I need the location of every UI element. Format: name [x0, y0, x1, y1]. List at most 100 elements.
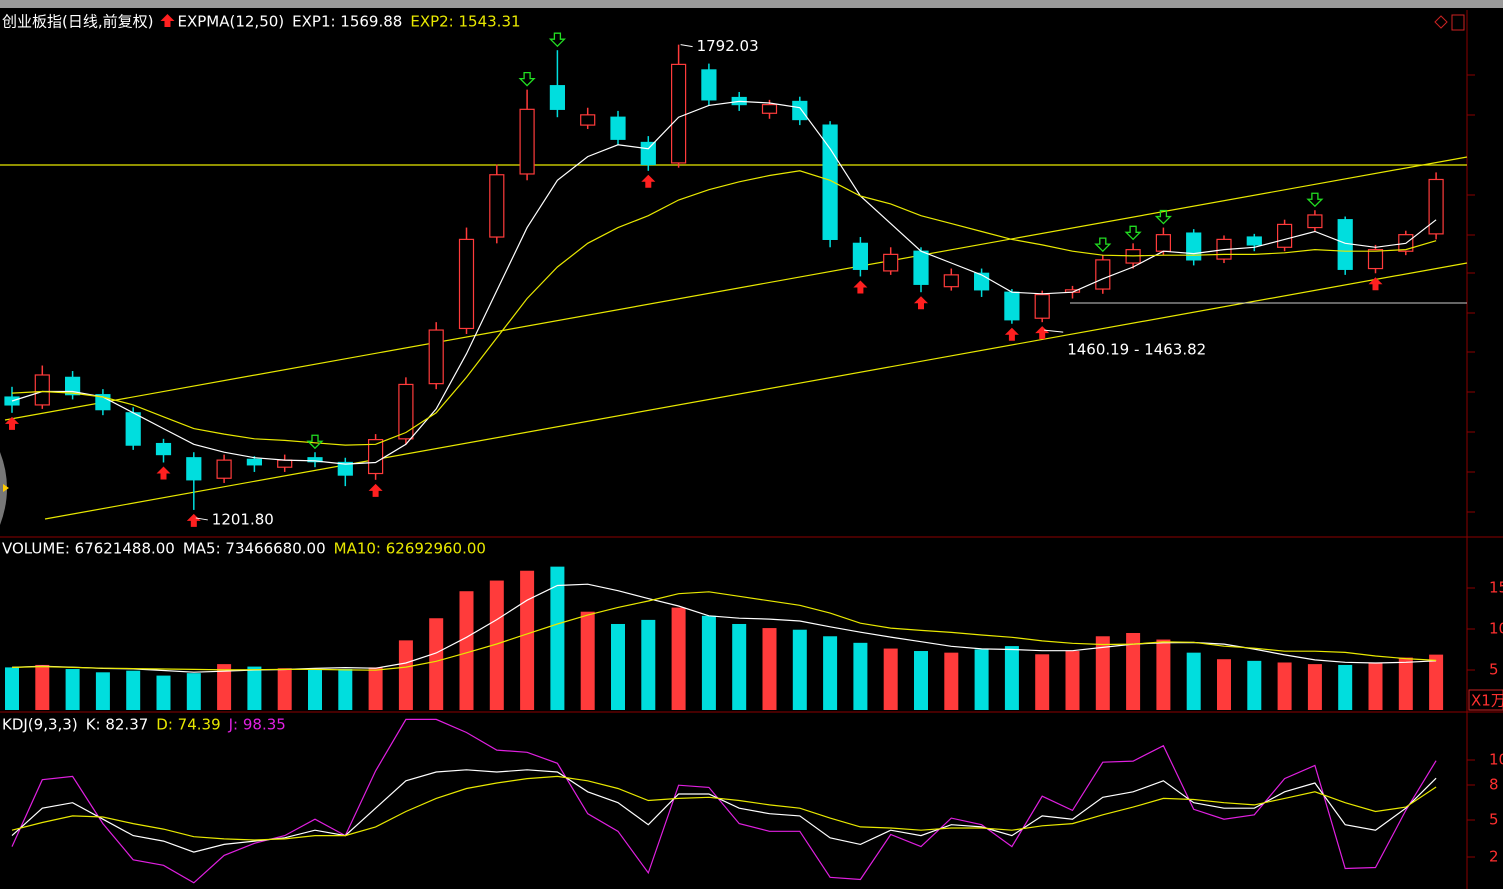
candle-body — [246, 458, 262, 466]
top-bar — [0, 0, 1503, 8]
volume-bar — [1338, 664, 1353, 710]
candle-body — [943, 274, 959, 288]
annotation: 1792.03 — [697, 37, 759, 55]
axis-label: 2 — [1489, 848, 1499, 866]
volume-bar — [792, 629, 807, 710]
volume-bar — [1065, 651, 1080, 710]
candle-body — [640, 141, 656, 166]
axis-label: 10 — [1489, 751, 1503, 769]
candle-body — [580, 114, 596, 126]
axis-label: 10 — [1489, 620, 1503, 638]
legend-entry: J: 98.35 — [228, 716, 286, 734]
sell-signal — [518, 71, 536, 87]
axis-label: 8 — [1489, 776, 1499, 794]
indicator-line — [11, 591, 1437, 671]
candle-body — [883, 253, 899, 272]
buy-signal — [641, 174, 656, 188]
candle-body — [1004, 291, 1020, 321]
volume-bar — [974, 649, 989, 710]
volume-bar — [35, 664, 50, 710]
indicator-line — [11, 775, 1437, 841]
candle-body — [1186, 232, 1202, 261]
sell-signal — [548, 32, 566, 48]
volume-bar — [186, 673, 201, 710]
buy-signal — [914, 296, 928, 310]
volume-bar — [732, 623, 747, 710]
volume-bar — [1277, 662, 1292, 710]
window-icon[interactable] — [1451, 14, 1465, 31]
indicator-line — [11, 769, 1437, 853]
legend-entry: K: 82.37 — [86, 716, 149, 734]
buy-signal — [186, 513, 201, 527]
annotation-leader — [195, 517, 208, 521]
volume-bar — [853, 642, 868, 710]
volume-bar — [95, 672, 110, 710]
volume-bar — [1186, 652, 1201, 710]
volume-bar — [1368, 662, 1383, 710]
volume-bar — [1307, 664, 1322, 710]
volume-bar — [398, 640, 413, 710]
legend-entry: D: 74.39 — [156, 716, 220, 734]
sell-signal — [306, 434, 324, 450]
legend-entry: MA10: 62692960.00 — [334, 540, 486, 558]
candle-body — [1276, 223, 1293, 248]
volume-bar — [944, 652, 959, 710]
legend-entry: EXP2: 1543.31 — [410, 13, 520, 31]
candle-body — [519, 108, 535, 175]
volume-bar — [368, 667, 383, 710]
diamond-icon[interactable] — [1434, 15, 1448, 29]
candle-body — [1155, 234, 1172, 252]
candle-body — [216, 459, 232, 479]
indicator-icon — [160, 14, 175, 27]
volume-bar — [671, 607, 686, 710]
candle-body — [549, 85, 566, 110]
volume-bar — [1217, 659, 1231, 710]
volume-bar — [1429, 654, 1444, 710]
volume-bar — [247, 666, 262, 710]
buy-signal — [1368, 277, 1383, 291]
legend-entry: MA5: 73466680.00 — [183, 540, 326, 558]
volume-bar — [641, 619, 656, 710]
volume-bar — [914, 651, 928, 710]
candle-body — [852, 242, 869, 270]
volume-bar — [338, 669, 353, 710]
sell-signal — [1306, 192, 1324, 208]
volume-bar — [459, 591, 474, 710]
volume-bar — [1004, 646, 1019, 710]
annotation: 1201.80 — [212, 510, 274, 528]
candle-body — [792, 100, 808, 121]
volume-bar — [126, 670, 141, 710]
candle-body — [277, 459, 293, 468]
volume-bar — [611, 623, 625, 710]
candle-body — [913, 250, 929, 285]
candle-body — [1034, 293, 1050, 319]
volume-bar — [823, 636, 838, 710]
chart-title: 创业板指(日线,前复权) — [2, 13, 153, 31]
indicator-line — [11, 583, 1437, 673]
candle-body — [1095, 259, 1111, 290]
legend-entry: EXP1: 1569.88 — [292, 13, 402, 31]
unit-box — [1468, 689, 1503, 711]
candle-body — [307, 457, 323, 463]
buy-signal — [368, 483, 383, 497]
trend-lines — [0, 156, 1468, 520]
side-handle-arrow — [3, 484, 9, 492]
volume-bar — [5, 667, 19, 710]
buy-signal — [853, 280, 868, 294]
volume-bar — [580, 611, 595, 710]
annotation: 1460.19 - 1463.82 — [1067, 341, 1206, 359]
buy-signal — [156, 466, 171, 480]
candle-body — [125, 412, 141, 446]
candle-body — [973, 272, 990, 291]
candle-body — [610, 116, 626, 140]
volume-bar — [217, 664, 232, 710]
volume-bar — [1035, 654, 1050, 710]
annotation-leader — [1044, 329, 1064, 333]
candle-body — [1246, 236, 1262, 246]
candle-body — [34, 374, 50, 406]
candle-body — [428, 329, 444, 385]
volume-bar — [1247, 660, 1262, 710]
unit-label: X1万 — [1471, 692, 1503, 710]
